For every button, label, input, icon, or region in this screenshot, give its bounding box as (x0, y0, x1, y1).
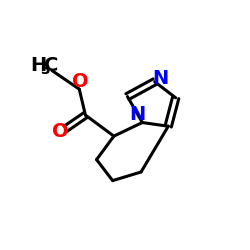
Text: C: C (44, 56, 59, 75)
Text: H: H (30, 56, 46, 75)
Text: N: N (130, 105, 146, 124)
Text: 3: 3 (40, 62, 50, 76)
Text: N: N (152, 69, 168, 88)
Text: O: O (72, 72, 89, 91)
Text: O: O (52, 122, 69, 141)
